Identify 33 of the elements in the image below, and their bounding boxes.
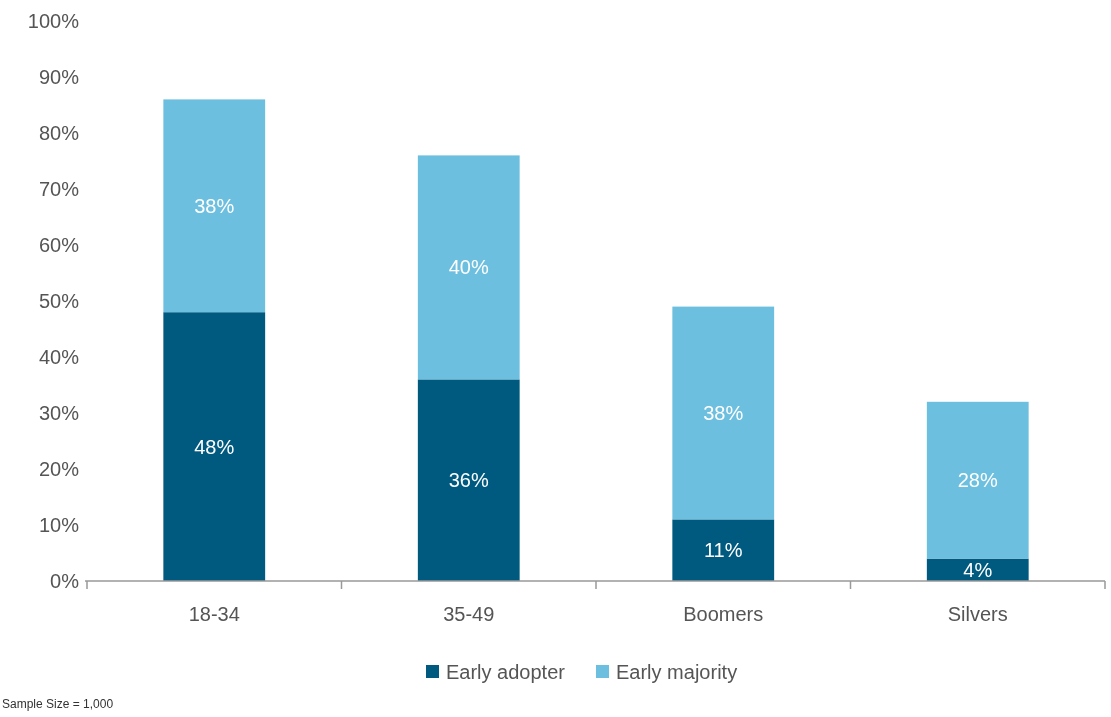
- y-tick-label: 40%: [38, 346, 80, 368]
- y-tick-label: 50%: [38, 290, 80, 312]
- x-tick-label: 35-49: [443, 603, 495, 625]
- bar: [163, 312, 266, 581]
- y-tick-label: 10%: [38, 514, 80, 536]
- data-label: 28%: [957, 469, 998, 492]
- y-tick-label: 0%: [50, 570, 80, 592]
- y-tick-label: 60%: [38, 234, 80, 256]
- text: Sample Size = 1,000: [2, 697, 114, 711]
- x-tick-label: 18-34: [188, 603, 240, 625]
- y-tick-label: 30%: [38, 402, 80, 424]
- bar: [417, 155, 520, 380]
- data-label: 38%: [703, 402, 744, 424]
- bar: [417, 379, 520, 581]
- x-tick-label: Silvers: [947, 603, 1008, 625]
- y-tick-label: 90%: [38, 66, 80, 88]
- data-label: 38%: [194, 194, 235, 217]
- data-label: 36%: [448, 469, 489, 492]
- data-label: 11%: [703, 539, 743, 562]
- y-tick-label: 70%: [38, 178, 80, 200]
- legend-label: Early majority: [616, 661, 738, 683]
- bar: [672, 306, 775, 520]
- data-label: 40%: [448, 256, 489, 279]
- bar: [672, 519, 775, 581]
- y-tick-label: 20%: [38, 458, 80, 480]
- x-tick-label: Boomers: [683, 603, 764, 625]
- data-label: 4%: [963, 558, 993, 581]
- y-tick-label: 80%: [38, 122, 80, 144]
- data-label: 48%: [194, 435, 235, 458]
- y-tick-label: 100%: [27, 10, 80, 32]
- bar: [926, 401, 1029, 559]
- bar: [163, 99, 266, 313]
- legend-label: Early adopter: [446, 661, 566, 683]
